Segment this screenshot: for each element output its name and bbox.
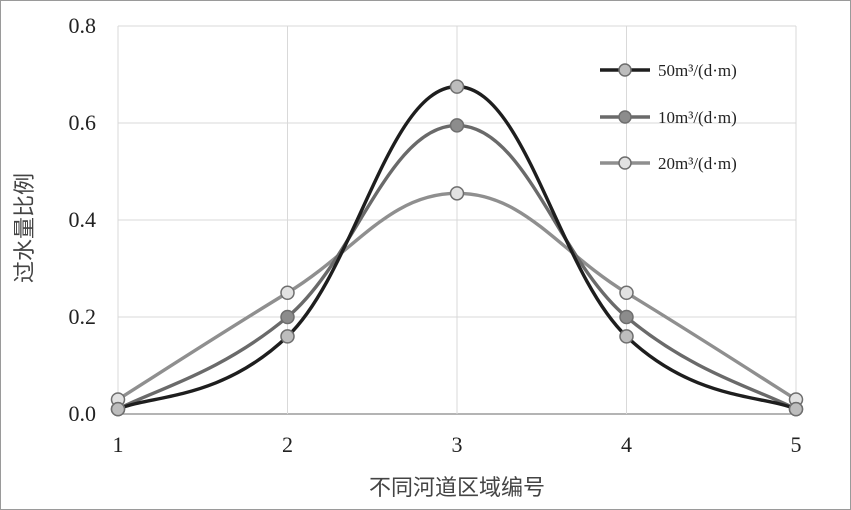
data-point: [280, 329, 295, 344]
series-group: [110, 79, 804, 417]
x-tick-label: 4: [621, 432, 632, 457]
data-point: [788, 401, 804, 417]
y-tick-label: 0.0: [69, 401, 97, 426]
legend: 50m³/(d·m) 10m³/(d·m) 20m³/(d·m): [600, 61, 737, 173]
x-tick-label: 3: [452, 432, 463, 457]
y-tick-labels: 0.0 0.2 0.4 0.6 0.8: [69, 13, 97, 426]
y-tick-label: 0.6: [69, 110, 97, 135]
data-point: [619, 309, 634, 325]
data-point: [449, 118, 465, 133]
y-tick-label: 0.4: [69, 207, 97, 232]
legend-swatch-marker: [618, 156, 632, 170]
legend-label: 20m³/(d·m): [658, 154, 737, 173]
x-tick-labels: 1 2 3 4 5: [113, 432, 802, 457]
y-tick-label: 0.2: [69, 304, 97, 329]
legend-label: 10m³/(d·m): [658, 108, 737, 127]
data-point: [619, 285, 634, 300]
data-point: [280, 309, 295, 325]
data-point: [280, 285, 295, 300]
legend-label: 50m³/(d·m): [658, 61, 737, 80]
x-tick-label: 5: [791, 432, 802, 457]
x-tick-label: 2: [282, 432, 293, 457]
y-axis-title: 过水量比例: [13, 173, 38, 283]
legend-swatch-marker: [618, 110, 632, 124]
x-tick-label: 1: [113, 432, 124, 457]
data-point: [449, 186, 465, 201]
data-point: [619, 329, 634, 344]
data-point: [449, 79, 465, 94]
data-point: [110, 401, 126, 417]
legend-swatch-marker: [618, 63, 632, 77]
gridlines: [117, 25, 797, 415]
y-tick-label: 0.8: [69, 13, 97, 38]
x-axis-title: 不同河道区域编号: [369, 476, 545, 501]
